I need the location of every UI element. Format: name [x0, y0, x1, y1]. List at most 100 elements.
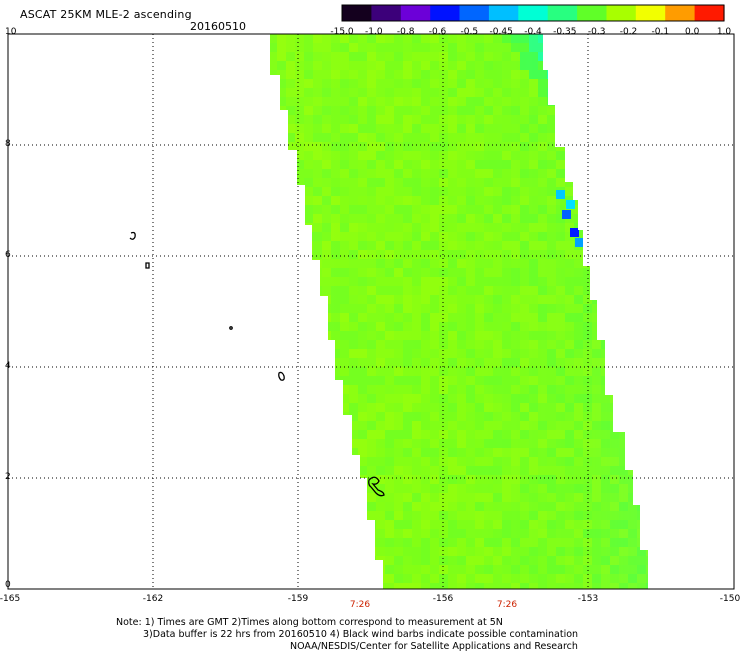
swath-cell	[619, 430, 628, 439]
swath-cell	[412, 583, 421, 589]
swath-cell	[601, 439, 610, 448]
swath-cell	[412, 394, 421, 403]
swath-cell	[610, 61, 619, 70]
swath-cell	[394, 250, 403, 259]
swath-cell	[295, 304, 304, 313]
swath-cell	[349, 43, 358, 52]
swath-cell	[511, 43, 520, 52]
swath-cell	[349, 556, 358, 565]
swath-cell	[556, 502, 565, 511]
swath-cell	[529, 304, 538, 313]
swath-cell	[286, 61, 295, 70]
swath-cell	[592, 223, 601, 232]
swath-cell	[349, 331, 358, 340]
swath-cell	[592, 205, 601, 214]
swath-cell	[637, 493, 646, 502]
swath-cell	[340, 340, 349, 349]
swath-cell	[313, 511, 322, 520]
swath-cell	[484, 340, 493, 349]
swath-cell	[628, 295, 637, 304]
swath-cell	[610, 484, 619, 493]
swath-cell	[340, 295, 349, 304]
swath-cell	[583, 196, 592, 205]
swath-cell	[610, 187, 619, 196]
swath-cell	[322, 124, 331, 133]
swath-cell	[538, 277, 547, 286]
swath-cell	[286, 34, 295, 43]
swath-cell	[421, 205, 430, 214]
swath-cell	[511, 403, 520, 412]
swath-cell	[322, 106, 331, 115]
swath-cell	[358, 484, 367, 493]
swath-cell	[358, 259, 367, 268]
swath-cell	[358, 583, 367, 589]
swath-cell	[457, 430, 466, 439]
swath-cell	[547, 547, 556, 556]
swath-cell	[484, 529, 493, 538]
swath-cell	[619, 286, 628, 295]
swath-cell	[466, 340, 475, 349]
swath-cell	[385, 178, 394, 187]
swath-cell	[270, 439, 277, 448]
swath-cell	[601, 313, 610, 322]
swath-cell	[619, 304, 628, 313]
swath-cell	[331, 304, 340, 313]
swath-cell	[547, 412, 556, 421]
swath-cell	[421, 313, 430, 322]
swath-cell	[367, 565, 376, 574]
swath-cell	[583, 403, 592, 412]
swath-cell	[403, 313, 412, 322]
swath-cell	[592, 88, 601, 97]
swath-cell	[466, 70, 475, 79]
swath-cell	[295, 538, 304, 547]
swath-cell	[610, 232, 619, 241]
swath-cell	[376, 295, 385, 304]
swath-cell	[412, 34, 421, 43]
swath-cell	[448, 421, 457, 430]
swath-cell	[502, 178, 511, 187]
swath-cell	[610, 475, 619, 484]
swath-cell	[385, 160, 394, 169]
y-tick-6: 6	[5, 250, 11, 260]
swath-cell	[493, 583, 502, 589]
swath-cell	[574, 484, 583, 493]
swath-cell	[529, 142, 538, 151]
swath-cell	[421, 34, 430, 43]
swath-cell	[376, 493, 385, 502]
swath-cell	[313, 34, 322, 43]
swath-cell	[286, 349, 295, 358]
swath-cell	[610, 178, 619, 187]
swath-cell	[313, 61, 322, 70]
swath-cell	[592, 529, 601, 538]
swath-cell	[547, 448, 556, 457]
swath-cell	[295, 295, 304, 304]
swath-cell	[556, 421, 565, 430]
swath-cell	[574, 529, 583, 538]
swath-cell	[592, 556, 601, 565]
swath-cell	[556, 133, 565, 142]
swath-cell	[304, 106, 313, 115]
swath-cell	[556, 466, 565, 475]
swath-cell	[412, 169, 421, 178]
swath-cell	[538, 106, 547, 115]
swath-cell	[556, 556, 565, 565]
swath-cell	[394, 160, 403, 169]
swath-cell	[556, 250, 565, 259]
swath-cell	[502, 133, 511, 142]
swath-cell	[637, 268, 646, 277]
swath-cell	[448, 223, 457, 232]
swath-cell	[385, 565, 394, 574]
swath-cell	[538, 394, 547, 403]
swath-cell	[367, 196, 376, 205]
swath-cell	[367, 223, 376, 232]
swath-cell	[574, 358, 583, 367]
swath-cell	[412, 547, 421, 556]
swath-cell	[457, 214, 466, 223]
swath-cell	[295, 574, 304, 583]
swath-cell	[628, 214, 637, 223]
swath-cell	[295, 466, 304, 475]
swath-cell	[412, 178, 421, 187]
swath-cell	[637, 313, 646, 322]
swath-cell	[646, 493, 648, 502]
swath-cell	[619, 214, 628, 223]
